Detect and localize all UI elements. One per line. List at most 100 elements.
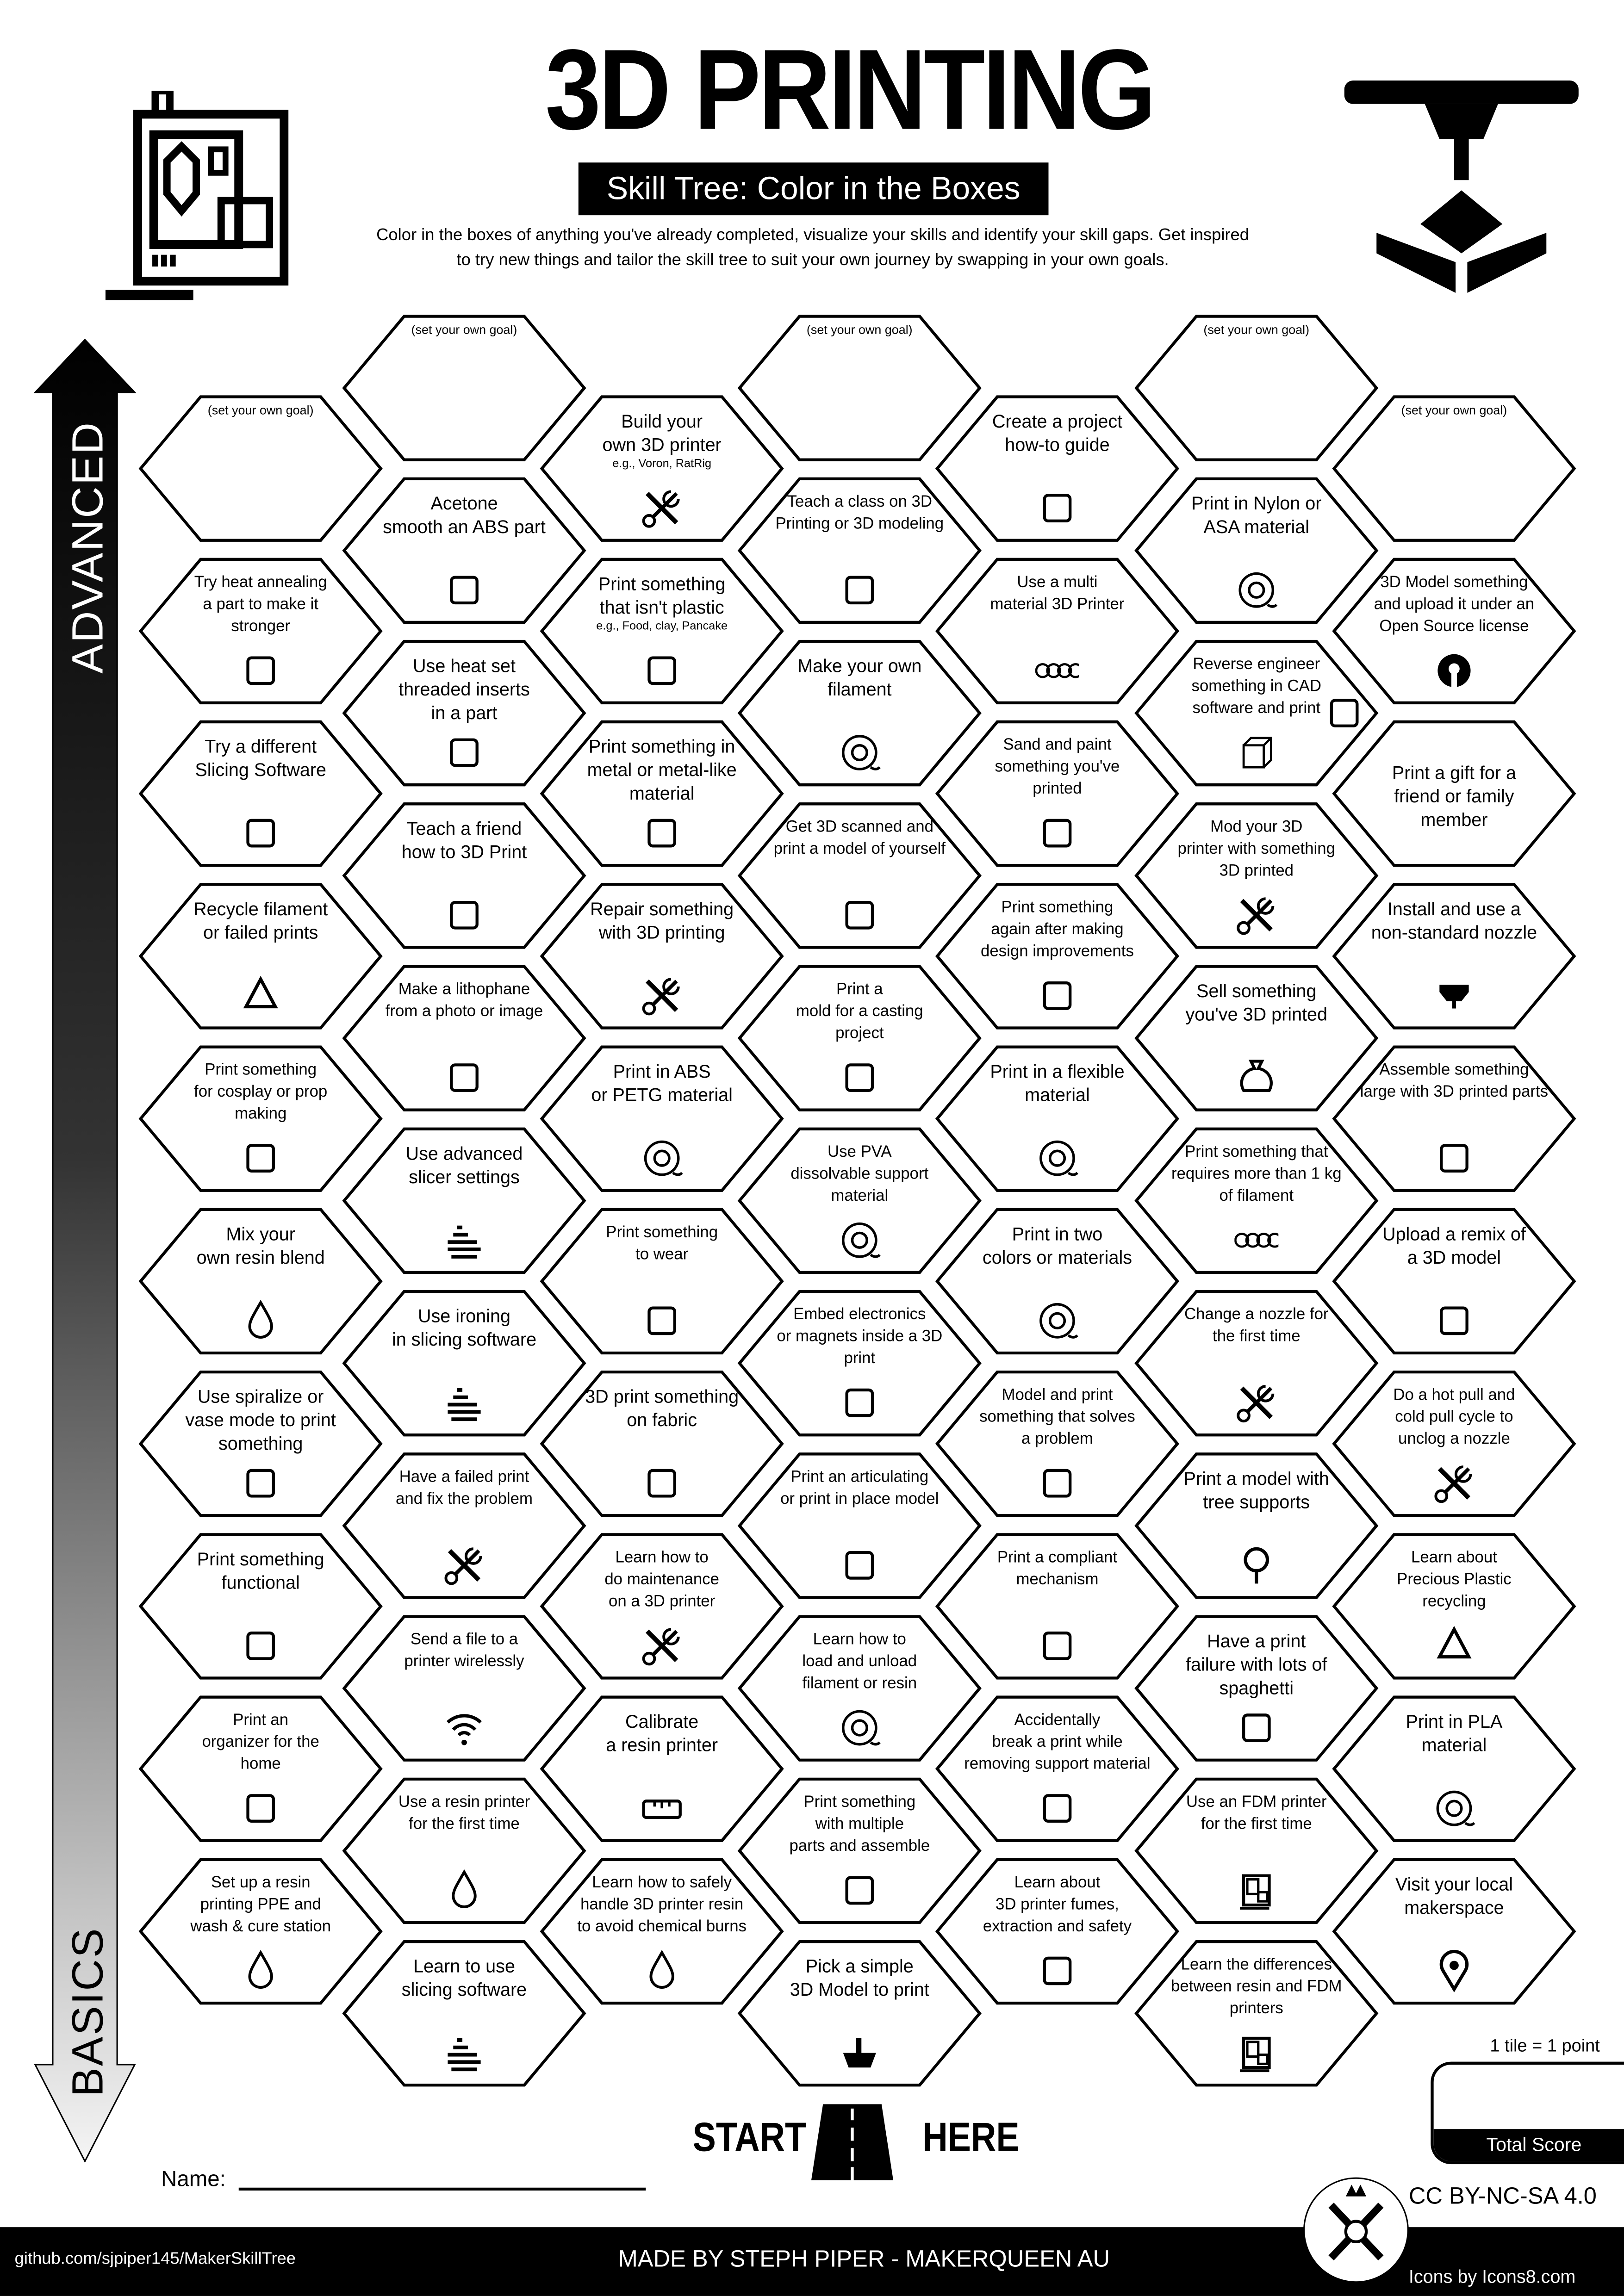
skill-tile[interactable]	[935, 720, 1180, 867]
skill-tile[interactable]	[1134, 965, 1379, 1111]
skill-tile[interactable]	[737, 1452, 982, 1599]
skill-tile[interactable]	[1134, 1290, 1379, 1437]
skill-tile[interactable]	[138, 1695, 383, 1842]
icons-credit[interactable]: Icons by Icons8.com	[1408, 2266, 1576, 2287]
skill-tile[interactable]	[138, 883, 383, 1030]
skill-tile[interactable]	[1134, 477, 1379, 624]
skill-tile[interactable]	[540, 1045, 784, 1192]
skill-tile[interactable]	[342, 1452, 586, 1599]
skill-tile-label: Build your own 3D printer e.g., Voron, Ra…	[565, 410, 759, 470]
skill-text: Print something that isn't plastic	[598, 574, 726, 618]
total-score-box[interactable]: Total Score	[1431, 2061, 1624, 2165]
skill-tile[interactable]	[1134, 1940, 1379, 2087]
skill-tile[interactable]	[540, 883, 784, 1030]
skill-tile-label: Acetone smooth an ABS part	[367, 492, 561, 539]
skill-tile[interactable]	[342, 1940, 586, 2087]
skill-text: Recycle filament or failed prints	[193, 899, 328, 943]
skill-tile[interactable]	[935, 395, 1180, 542]
skill-text: Print in a flexible material	[990, 1061, 1125, 1106]
skill-tile[interactable]	[1332, 1370, 1576, 1517]
skill-tile[interactable]	[1332, 883, 1576, 1030]
skill-tile[interactable]	[935, 1045, 1180, 1192]
skill-tile[interactable]	[342, 1777, 586, 1924]
skill-tile[interactable]	[1134, 1777, 1379, 1924]
skill-tile[interactable]	[737, 477, 982, 624]
droplet-icon	[248, 1949, 273, 1989]
skill-tile[interactable]	[935, 1695, 1180, 1842]
skill-tile[interactable]	[138, 1858, 383, 2005]
skill-tile[interactable]	[138, 1370, 383, 1517]
skill-tile[interactable]	[1332, 558, 1576, 705]
skill-tile[interactable]	[1332, 1533, 1576, 1680]
skill-tile[interactable]	[1332, 1858, 1576, 2005]
skill-tile-label: Calibrate a resin printer	[565, 1710, 759, 1757]
skill-tile[interactable]	[737, 1615, 982, 1762]
recycle-icon	[243, 975, 278, 1009]
skill-tile-label: Use advanced slicer settings	[367, 1142, 561, 1189]
custom-goal-tile[interactable]	[737, 315, 982, 461]
skill-tile[interactable]	[737, 1127, 982, 1274]
skill-text: Learn how to safely handle 3D printer re…	[577, 1874, 747, 1936]
custom-goal-label: (set your own goal)	[1401, 403, 1507, 417]
skill-tile[interactable]	[342, 1290, 586, 1437]
skill-tile[interactable]	[1134, 1615, 1379, 1762]
skill-tile[interactable]	[1332, 720, 1576, 867]
skill-tile-label: Learn how to do maintenance on a 3D prin…	[565, 1548, 759, 1613]
skill-tile[interactable]	[737, 802, 982, 949]
skill-text: Print in two colors or materials	[982, 1224, 1132, 1268]
skill-tile[interactable]	[1134, 1452, 1379, 1599]
custom-goal-tile[interactable]	[342, 315, 586, 461]
skill-tile[interactable]	[737, 1940, 982, 2087]
skill-tile[interactable]	[1134, 1127, 1379, 1274]
skill-tile[interactable]	[1134, 802, 1379, 949]
skill-tile[interactable]	[138, 1045, 383, 1192]
skill-tile[interactable]	[342, 477, 586, 624]
skill-tile-label: Try heat annealing a part to make it str…	[164, 572, 357, 638]
skill-tile[interactable]	[737, 1777, 982, 1924]
paint-bucket-icon	[1043, 819, 1072, 848]
skill-tile[interactable]	[935, 1533, 1180, 1680]
skill-tile[interactable]	[138, 1208, 383, 1355]
skill-tile[interactable]	[342, 1127, 586, 1274]
skill-tile[interactable]	[342, 965, 586, 1111]
skill-tile[interactable]	[342, 639, 586, 787]
skill-tile[interactable]	[138, 720, 383, 867]
skill-tile[interactable]	[540, 1533, 784, 1680]
skill-tile[interactable]	[540, 1695, 784, 1842]
skill-tile-label: Learn about Precious Plastic recycling	[1357, 1548, 1551, 1613]
custom-goal-tile[interactable]	[1332, 395, 1576, 542]
skill-tile[interactable]	[935, 1208, 1180, 1355]
skill-tile[interactable]	[1332, 1208, 1576, 1355]
skill-tile[interactable]	[342, 802, 586, 949]
skill-tile[interactable]	[540, 720, 784, 867]
laptop-gear-icon	[246, 819, 275, 848]
skill-text: Use PVA dissolvable support material	[790, 1143, 929, 1205]
skill-tile[interactable]	[935, 1370, 1180, 1517]
skill-tile-label: Accidentally break a print while removin…	[961, 1710, 1154, 1776]
skill-tile[interactable]	[342, 1615, 586, 1762]
skill-tile[interactable]	[138, 558, 383, 705]
skill-tile[interactable]	[935, 883, 1180, 1030]
skill-tile[interactable]	[540, 558, 784, 705]
skill-tile[interactable]	[540, 1208, 784, 1355]
skill-tile[interactable]	[935, 1858, 1180, 2005]
custom-goal-tile[interactable]	[1134, 315, 1379, 461]
skill-tile-label: Print something that isn't plastic e.g., …	[565, 572, 759, 633]
skill-tile[interactable]	[935, 558, 1180, 705]
github-link[interactable]: github.com/sjpiper145/MakerSkillTree	[14, 2250, 296, 2268]
skill-tile[interactable]	[540, 395, 784, 542]
skill-tile[interactable]	[1134, 639, 1379, 787]
skill-tile[interactable]	[540, 1858, 784, 2005]
skill-tile[interactable]	[737, 639, 982, 787]
total-score-label: Total Score	[1433, 2129, 1624, 2161]
name-field[interactable]	[238, 2187, 646, 2190]
custom-goal-tile[interactable]	[138, 395, 383, 542]
skill-tile[interactable]	[138, 1533, 383, 1680]
skill-tile[interactable]	[1332, 1695, 1576, 1842]
skill-tile[interactable]	[737, 1290, 982, 1437]
skill-text: Mix your own resin blend	[196, 1224, 325, 1268]
tools-icon	[444, 1547, 482, 1585]
skill-tile[interactable]	[1332, 1045, 1576, 1192]
skill-tile[interactable]	[540, 1370, 784, 1517]
skill-tile[interactable]	[737, 965, 982, 1111]
